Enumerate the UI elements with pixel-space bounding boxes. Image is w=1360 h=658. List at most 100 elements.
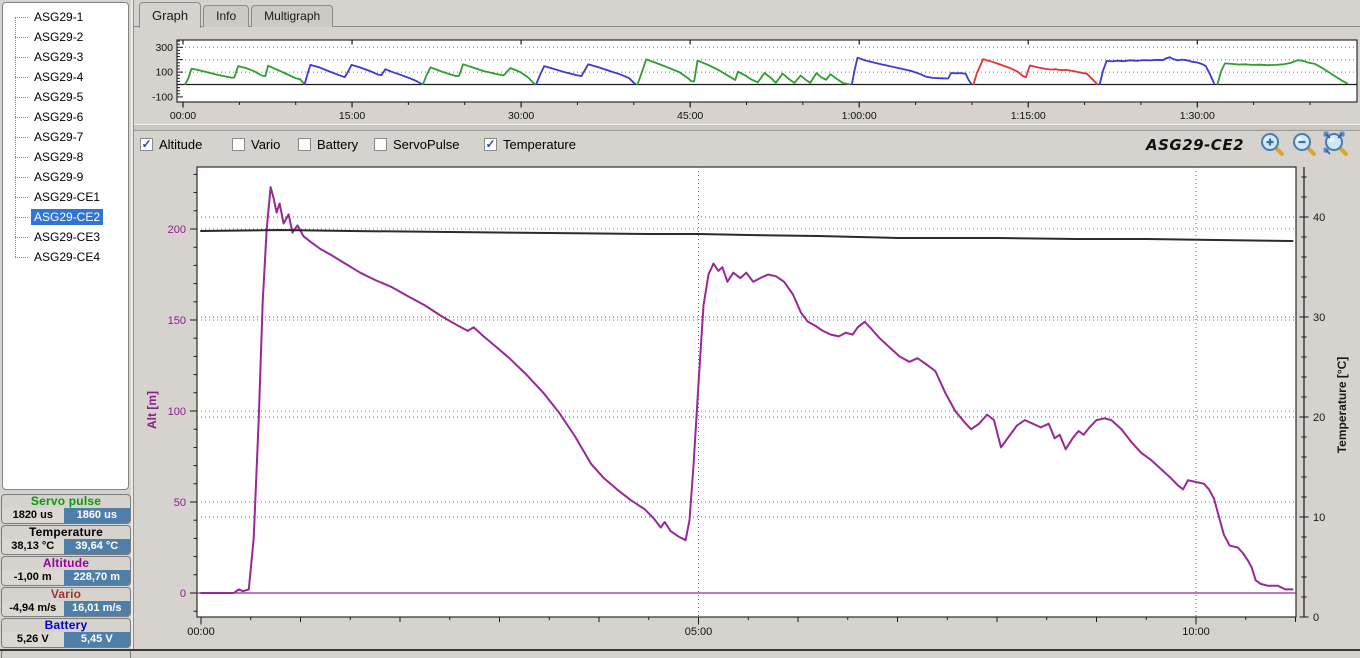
tree-item-label: ASG29-6: [34, 110, 84, 124]
svg-text:00:00: 00:00: [170, 110, 196, 122]
tab-info[interactable]: Info: [203, 5, 250, 27]
max-value: 1860 us: [63, 508, 130, 523]
current-value: 5,26 V: [2, 632, 64, 647]
tree-item-label: ASG29-3: [34, 50, 84, 64]
svg-text:10:00: 10:00: [1182, 626, 1210, 638]
series-controls: ✓ Altitude Vario Battery ServoPulse ✓ Temperat…: [140, 131, 1350, 158]
tab-graph[interactable]: Graph: [139, 2, 202, 28]
main-chart[interactable]: 0 50 100 150 200 Alt [m] 00:00 05:00 10:00 0 10 20 3…: [134, 160, 1359, 651]
svg-text:30:00: 30:00: [508, 110, 534, 122]
tree-item-asg29-ce4[interactable]: ASG29-CE4: [11, 247, 128, 267]
series-temperature: [200, 229, 1294, 242]
svg-text:45:00: 45:00: [677, 110, 703, 122]
tree-item-label: ASG29-CE1: [34, 190, 101, 204]
checkbox-label: Altitude: [159, 137, 203, 152]
status-panel-battery: Battery 5,26 V 5,45 V: [1, 618, 131, 648]
sidebar: ASG29-1 ASG29-2 ASG29-3 ASG29-4 ASG29-5 ASG29…: [0, 0, 133, 658]
max-value: 228,70 m: [63, 570, 130, 585]
checkbox-battery[interactable]: Battery: [298, 137, 374, 152]
svg-text:300: 300: [155, 42, 173, 54]
graph-title: ASG29-CE2: [1145, 135, 1244, 154]
status-panel-altitude: Altitude -1,00 m 228,70 m: [1, 556, 131, 586]
current-value: 1820 us: [2, 508, 64, 523]
window-bottom-edge: [0, 649, 1360, 651]
svg-text:15:00: 15:00: [339, 110, 365, 122]
telemetry-panels: Servo pulse 1820 us 1860 us Temperature 38,1…: [1, 494, 131, 658]
tree-item-asg29-8[interactable]: ASG29-8: [11, 147, 128, 167]
status-panel-title: Battery: [44, 618, 88, 632]
tab-bar: Graph Info Multigraph: [139, 1, 335, 28]
checkbox-checked-icon[interactable]: ✓: [484, 137, 497, 151]
svg-text:20: 20: [1313, 412, 1325, 424]
status-panel-temperature: Temperature 38,13 °C 39,64 °C: [1, 525, 131, 555]
tree-item-asg29-4[interactable]: ASG29-4: [11, 67, 128, 87]
tree-item-asg29-ce3[interactable]: ASG29-CE3: [11, 227, 128, 247]
tree-item-label: ASG29-CE2: [31, 209, 104, 225]
series-altitude: [200, 186, 1294, 594]
tree-item-label: ASG29-9: [34, 170, 84, 184]
zoom-out-icon[interactable]: [1291, 131, 1318, 158]
checkbox-temperature[interactable]: ✓ Temperature: [484, 137, 588, 152]
svg-text:200: 200: [168, 224, 186, 236]
tree-item-label: ASG29-2: [34, 30, 84, 44]
checkbox-label: Temperature: [503, 137, 576, 152]
tree-item-asg29-1[interactable]: ASG29-1: [11, 7, 128, 27]
sidebar-splitter[interactable]: [131, 0, 133, 651]
zoom-extents-icon[interactable]: [1323, 131, 1350, 158]
svg-text:10: 10: [1313, 512, 1325, 524]
svg-text:1:30:00: 1:30:00: [1180, 110, 1215, 122]
current-value: -4,94 m/s: [2, 601, 64, 616]
tree-item-asg29-3[interactable]: ASG29-3: [11, 47, 128, 67]
checkbox-unchecked-icon[interactable]: [298, 138, 311, 151]
svg-text:1:00:00: 1:00:00: [842, 110, 877, 122]
status-panel-servo-pulse: Servo pulse 1820 us 1860 us: [1, 494, 131, 524]
checkbox-servopulse[interactable]: ServoPulse: [374, 137, 484, 152]
tree-item-label: ASG29-CE3: [34, 230, 101, 244]
tree-item-label: ASG29-8: [34, 150, 84, 164]
svg-text:50: 50: [174, 497, 186, 509]
checkbox-unchecked-icon[interactable]: [374, 138, 387, 151]
checkbox-label: Vario: [251, 137, 281, 152]
tree-item-label: ASG29-CE4: [34, 250, 101, 264]
svg-text:-100: -100: [152, 91, 173, 103]
svg-text:40: 40: [1313, 212, 1325, 224]
checkbox-label: Battery: [317, 137, 359, 152]
flight-tree[interactable]: ASG29-1 ASG29-2 ASG29-3 ASG29-4 ASG29-5 ASG29…: [2, 2, 129, 490]
tree-item-label: ASG29-5: [34, 90, 84, 104]
checkbox-altitude[interactable]: ✓ Altitude: [140, 137, 232, 152]
svg-text:100: 100: [155, 67, 173, 79]
zoom-in-icon[interactable]: [1259, 131, 1286, 158]
checkbox-unchecked-icon[interactable]: [232, 138, 245, 151]
tree-item-asg29-7[interactable]: ASG29-7: [11, 127, 128, 147]
tree-item-asg29-9[interactable]: ASG29-9: [11, 167, 128, 187]
tree-item-asg29-2[interactable]: ASG29-2: [11, 27, 128, 47]
tree-item-label: ASG29-7: [34, 130, 84, 144]
svg-text:05:00: 05:00: [685, 626, 713, 638]
tab-multigraph[interactable]: Multigraph: [251, 5, 334, 27]
max-value: 16,01 m/s: [63, 601, 130, 616]
status-panel-vario: Vario -4,94 m/s 16,01 m/s: [1, 587, 131, 617]
tree-item-label: ASG29-4: [34, 70, 84, 84]
status-panel-title: Servo pulse: [30, 494, 102, 508]
main-panel: Graph Info Multigraph 300 100 -100 00:00 15:…: [133, 0, 1360, 651]
checkbox-checked-icon[interactable]: ✓: [140, 137, 153, 151]
status-panel-title: Altitude: [42, 556, 90, 570]
svg-text:30: 30: [1313, 312, 1325, 324]
current-value: -1,00 m: [2, 570, 64, 585]
overview-chart[interactable]: 300 100 -100 00:00 15:00 30:00 45:00 1:00:00 1:1…: [134, 32, 1359, 125]
checkbox-vario[interactable]: Vario: [232, 137, 298, 152]
tree-item-asg29-ce2[interactable]: ASG29-CE2: [11, 207, 128, 227]
horizontal-splitter[interactable]: [134, 124, 1360, 131]
max-value: 5,45 V: [63, 632, 130, 647]
svg-text:Alt [m]: Alt [m]: [145, 391, 159, 429]
current-value: 38,13 °C: [2, 539, 64, 554]
tree-item-asg29-ce1[interactable]: ASG29-CE1: [11, 187, 128, 207]
checkbox-label: ServoPulse: [393, 137, 460, 152]
tree-item-asg29-5[interactable]: ASG29-5: [11, 87, 128, 107]
svg-text:0: 0: [180, 588, 186, 600]
tree-item-asg29-6[interactable]: ASG29-6: [11, 107, 128, 127]
svg-text:1:15:00: 1:15:00: [1011, 110, 1046, 122]
svg-text:150: 150: [168, 315, 186, 327]
tree-item-label: ASG29-1: [34, 10, 84, 24]
status-panel-title: Temperature: [28, 525, 103, 539]
